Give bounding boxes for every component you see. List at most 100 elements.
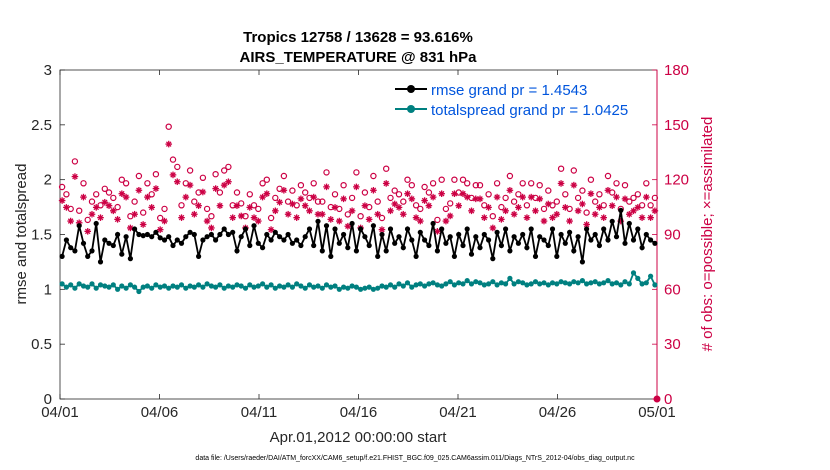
data-file-footer: data file: /Users/raeder/DAI/ATM_forcXX/… <box>195 455 635 462</box>
obs-possible-point <box>523 202 531 209</box>
rmse-point <box>370 223 376 229</box>
obs-possible-point <box>596 191 603 198</box>
rmse-point <box>554 253 560 259</box>
rmse-point <box>468 251 475 257</box>
totalspread-point <box>409 284 415 290</box>
obs-possible-point <box>357 212 364 220</box>
totalspread-point <box>136 288 142 295</box>
obs-possible-point <box>293 202 300 209</box>
totalspread-point <box>592 279 598 285</box>
star-stroke <box>600 214 607 221</box>
obs-assimilated-point <box>178 214 185 221</box>
obs-assimilated-point <box>212 185 219 192</box>
obs-assimilated-point <box>135 186 143 194</box>
rmse-point <box>106 240 112 246</box>
rmse-point <box>127 256 133 262</box>
totalspread-point <box>434 282 440 288</box>
rmse-point <box>230 229 236 235</box>
totalspread-point <box>447 279 453 285</box>
totalspread-point <box>626 281 632 287</box>
obs-zero-marker <box>653 395 661 403</box>
obs-possible-point <box>144 180 151 187</box>
obs-possible-point <box>280 172 288 180</box>
star-stroke <box>187 182 193 188</box>
obs-assimilated-point <box>199 188 207 196</box>
rmse-point <box>264 231 270 238</box>
totalspread-point <box>532 279 539 285</box>
obs-possible-point <box>493 180 501 187</box>
totalspread-point <box>221 285 227 291</box>
rmse-point <box>93 220 99 227</box>
totalspread-point <box>630 270 637 276</box>
legend-spread-label: totalspread grand pr = 1.0425 <box>431 102 628 119</box>
obs-assimilated-point <box>408 195 416 203</box>
totalspread-point <box>178 282 185 288</box>
rmse-point <box>532 253 539 259</box>
x-axis-label: Apr.01,2012 00:00:00 start <box>270 429 448 446</box>
star-stroke <box>63 204 70 211</box>
totalspread-point <box>230 284 236 290</box>
rmse-point <box>213 237 219 243</box>
obs-assimilated-point <box>293 214 300 221</box>
totalspread-point <box>443 281 449 287</box>
totalspread-point <box>609 281 615 287</box>
totalspread-point <box>166 285 172 291</box>
star-stroke <box>153 185 159 192</box>
star-stroke <box>349 208 355 214</box>
totalspread-point <box>451 282 457 288</box>
totalspread-point <box>460 281 466 287</box>
obs-assimilated-point <box>276 198 283 206</box>
rmse-point <box>443 240 449 246</box>
rmse-point <box>238 234 244 240</box>
star-stroke <box>387 208 394 214</box>
totalspread-point <box>468 281 475 287</box>
obs-possible-point <box>485 191 492 198</box>
obs-possible-point <box>553 198 561 205</box>
obs-assimilated-point <box>301 202 309 209</box>
star-stroke <box>528 194 534 200</box>
obs-possible-point <box>58 183 66 191</box>
obs-assimilated-point <box>306 207 313 215</box>
obs-possible-point <box>434 216 441 224</box>
obs-assimilated-point <box>536 195 544 203</box>
star-stroke <box>404 190 411 197</box>
rmse-point <box>515 240 522 246</box>
rmse-point <box>247 242 253 249</box>
obs-possible-point <box>340 181 347 189</box>
rmse-point <box>170 242 176 249</box>
star-stroke <box>460 190 466 197</box>
totalspread-point <box>153 282 159 288</box>
obs-possible-point <box>579 187 586 194</box>
totalspread-point <box>507 275 513 281</box>
star-stroke <box>485 204 492 211</box>
star-stroke <box>217 202 223 209</box>
obs-assimilated-point <box>152 185 160 192</box>
x-tick-label: 04/26 <box>539 404 577 421</box>
rmse-point <box>319 248 325 254</box>
obs-assimilated-point <box>131 210 138 218</box>
obs-assimilated-point <box>425 202 433 209</box>
obs-possible-point <box>361 189 369 196</box>
obs-possible-point <box>203 205 211 213</box>
totalspread-point <box>315 283 321 289</box>
totalspread-point <box>149 285 155 291</box>
totalspread-point <box>298 283 304 289</box>
star-stroke <box>251 214 257 221</box>
star-stroke <box>643 194 650 200</box>
star-stroke <box>84 228 91 235</box>
rmse-point <box>157 235 163 241</box>
obs-assimilated-point <box>370 186 377 194</box>
rmse-point <box>255 240 261 246</box>
rmse-point <box>507 248 513 254</box>
star-stroke <box>507 187 513 194</box>
obs-possible-point <box>476 181 484 189</box>
rmse-point <box>59 253 65 259</box>
totalspread-point <box>234 282 240 288</box>
totalspread-point <box>486 281 492 287</box>
obs-assimilated-point <box>110 207 117 215</box>
totalspread-point <box>639 281 645 287</box>
obs-assimilated-point <box>203 217 211 225</box>
totalspread-point <box>652 282 658 288</box>
totalspread-point <box>571 279 577 285</box>
rmse-point <box>183 234 189 240</box>
